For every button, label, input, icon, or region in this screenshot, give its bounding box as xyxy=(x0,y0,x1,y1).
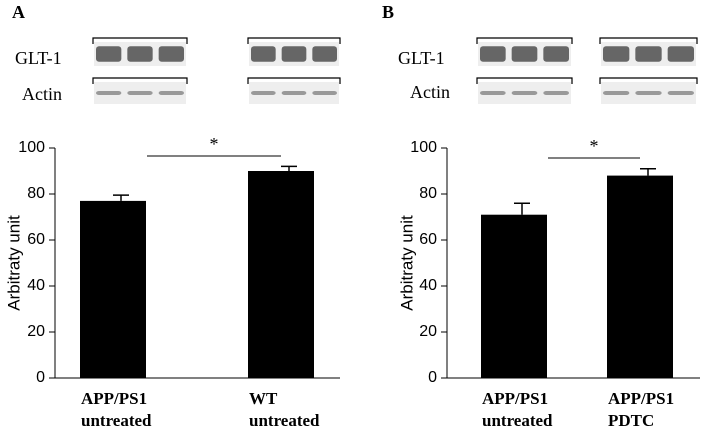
blot-band xyxy=(281,91,307,95)
blot-band xyxy=(127,91,153,95)
blot-bracket xyxy=(247,37,341,44)
blot-band xyxy=(667,46,694,62)
blot-bracket xyxy=(92,77,188,84)
blot-band xyxy=(543,91,569,95)
blot-band xyxy=(251,46,276,62)
blot-bracket xyxy=(476,37,573,44)
y-tick-label: 20 xyxy=(27,323,45,340)
x-tick-label: APP/PS1 untreated xyxy=(81,389,152,430)
blot-bracket xyxy=(476,77,573,84)
y-tick-label: 60 xyxy=(419,231,437,248)
blot-bracket xyxy=(92,37,188,44)
blot-band xyxy=(312,91,337,95)
bar xyxy=(607,175,673,378)
y-axis-label: Arbitraty unit xyxy=(4,215,23,311)
error-bar xyxy=(113,194,129,201)
blot-band xyxy=(603,91,630,95)
blot-label: GLT-1 xyxy=(398,48,445,68)
blot-band xyxy=(127,46,153,62)
x-tick-label: WT untreated xyxy=(249,389,320,430)
x-tick-label: APP/PS1 PDTC xyxy=(608,389,678,430)
error-bar xyxy=(514,202,530,215)
blot-band xyxy=(281,46,307,62)
blot-band xyxy=(158,91,184,95)
blot-band xyxy=(480,46,506,62)
blot-band xyxy=(312,46,337,62)
y-tick-label: 100 xyxy=(410,139,437,156)
error-bar xyxy=(640,167,656,176)
significance-label: * xyxy=(590,136,599,156)
blot-label: Actin xyxy=(410,82,450,102)
blot-bracket xyxy=(599,77,698,84)
blot-band xyxy=(158,46,184,62)
y-tick-label: 20 xyxy=(419,323,437,340)
blot-band xyxy=(96,91,122,95)
significance-label: * xyxy=(210,134,219,154)
blot-band xyxy=(251,91,276,95)
bar xyxy=(481,214,547,378)
blot-band xyxy=(635,91,662,95)
blot-band xyxy=(96,46,122,62)
y-axis-label: Arbitraty unit xyxy=(397,215,416,311)
bar xyxy=(248,171,314,378)
panel-label: B xyxy=(382,2,394,22)
blot-band xyxy=(667,91,694,95)
y-tick-label: 80 xyxy=(419,185,437,202)
panel-label: A xyxy=(12,2,25,22)
bar xyxy=(80,200,146,378)
blot-band xyxy=(635,46,662,62)
blot-band xyxy=(480,91,506,95)
blot-label: GLT-1 xyxy=(15,48,62,68)
y-tick-label: 40 xyxy=(419,277,437,294)
y-tick-label: 60 xyxy=(27,231,45,248)
blot-band xyxy=(511,91,538,95)
x-tick-label: APP/PS1 untreated xyxy=(482,389,553,430)
error-bar xyxy=(281,165,297,171)
blot-bracket xyxy=(247,77,341,84)
y-tick-label: 0 xyxy=(36,369,45,386)
blot-band xyxy=(511,46,538,62)
y-tick-label: 100 xyxy=(18,139,45,156)
y-tick-label: 80 xyxy=(27,185,45,202)
blot-bracket xyxy=(599,37,698,44)
blot-band xyxy=(543,46,569,62)
y-tick-label: 0 xyxy=(428,369,437,386)
y-tick-label: 40 xyxy=(27,277,45,294)
blot-band xyxy=(603,46,630,62)
blot-label: Actin xyxy=(22,84,62,104)
